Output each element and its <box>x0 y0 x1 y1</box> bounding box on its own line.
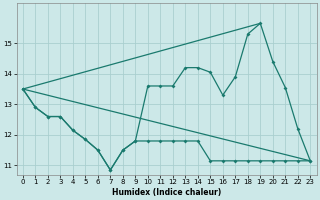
X-axis label: Humidex (Indice chaleur): Humidex (Indice chaleur) <box>112 188 221 197</box>
